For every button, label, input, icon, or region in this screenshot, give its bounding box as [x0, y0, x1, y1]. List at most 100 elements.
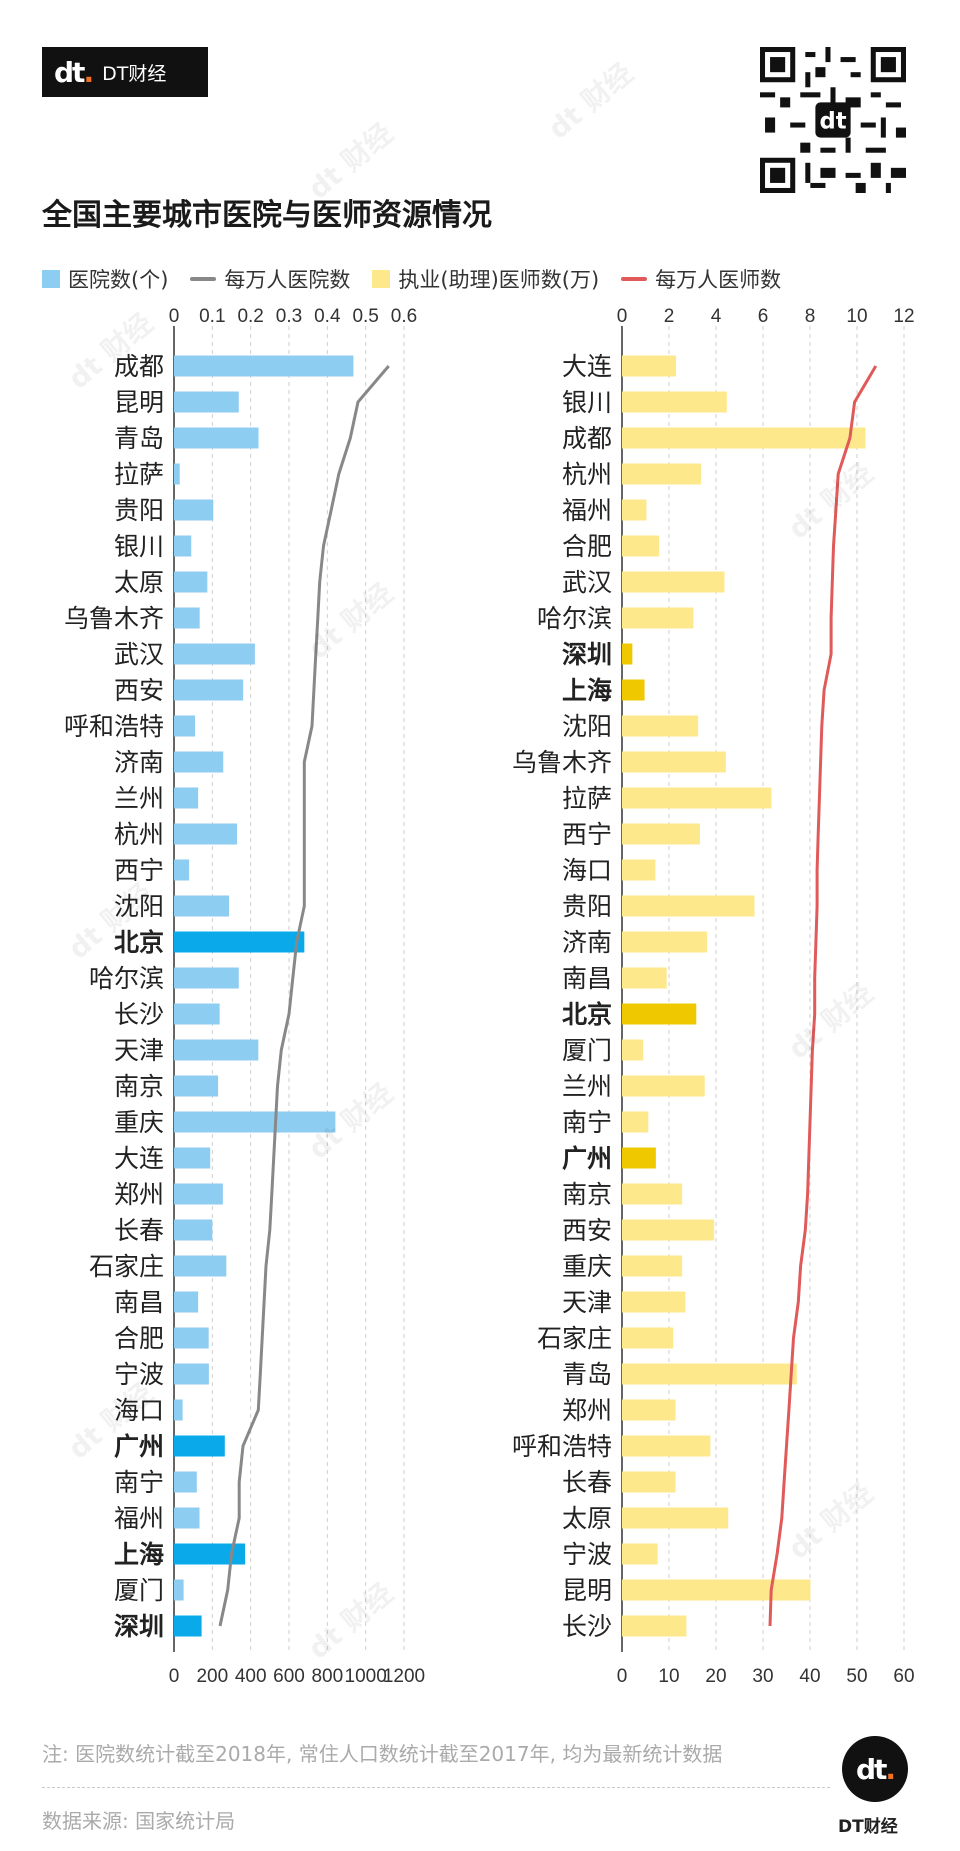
left-bottom-tick-label: 1200 — [383, 1666, 425, 1687]
left-category-label: 乌鲁木齐 — [64, 604, 164, 633]
left-category-label: 海口 — [114, 1396, 164, 1425]
left-category-label: 银川 — [114, 532, 164, 561]
left-bar — [174, 1147, 211, 1169]
legend-swatch-doctors — [372, 270, 391, 288]
right-category-label: 呼和浩特 — [512, 1432, 612, 1461]
left-category-label: 厦门 — [114, 1576, 164, 1605]
right-bottom-tick-label: 0 — [617, 1666, 628, 1687]
left-bar — [174, 1471, 197, 1493]
right-category-label: 海口 — [562, 856, 612, 885]
right-bar — [622, 1615, 687, 1637]
brand-badge-name: DT财经 — [838, 1817, 898, 1837]
left-category-label: 长春 — [114, 1216, 164, 1245]
qr-code-icon: dt — [760, 47, 906, 193]
right-bar — [622, 1219, 715, 1241]
right-category-label: 福州 — [562, 496, 612, 525]
left-bar — [174, 1111, 336, 1133]
left-bar — [174, 1327, 209, 1349]
left-category-label: 杭州 — [114, 820, 164, 849]
right-bar — [622, 1111, 649, 1133]
right-bar — [622, 679, 645, 701]
right-bar — [622, 571, 725, 593]
right-bottom-tick-label: 30 — [752, 1666, 773, 1687]
brand-badge-icon: dt. — [842, 1736, 908, 1802]
right-category-label: 杭州 — [562, 460, 612, 489]
right-top-tick-label: 12 — [893, 306, 914, 327]
right-top-tick-label: 8 — [805, 306, 816, 327]
left-bar — [174, 751, 224, 773]
left-bar — [174, 571, 208, 593]
right-bar — [622, 643, 633, 665]
right-bar — [622, 715, 699, 737]
right-category-label: 西安 — [562, 1216, 612, 1245]
right-category-label: 西宁 — [562, 820, 612, 849]
left-category-label: 福州 — [114, 1504, 164, 1533]
right-bar — [622, 499, 647, 521]
left-bar — [174, 1291, 199, 1313]
left-category-label: 郑州 — [114, 1180, 164, 1209]
left-bar — [174, 715, 196, 737]
left-category-label: 兰州 — [114, 784, 164, 813]
right-bar — [622, 1075, 705, 1097]
legend-swatch-hospitals-per-10k — [190, 277, 217, 281]
left-bar — [174, 463, 180, 485]
left-top-tick-label: 0.3 — [276, 306, 302, 327]
left-bar — [174, 1363, 209, 1385]
left-category-label: 成都 — [114, 352, 164, 381]
right-bottom-tick-label: 20 — [705, 1666, 726, 1687]
right-category-label: 宁波 — [562, 1540, 612, 1569]
right-bottom-tick-label: 10 — [658, 1666, 679, 1687]
right-bar — [622, 787, 772, 809]
right-bar — [622, 823, 701, 845]
left-top-tick-label: 0.5 — [352, 306, 378, 327]
left-bar — [174, 1075, 219, 1097]
left-bar — [174, 535, 192, 557]
left-category-label: 昆明 — [114, 388, 164, 417]
left-top-tick-label: 0.6 — [391, 306, 417, 327]
right-category-label: 武汉 — [562, 568, 612, 597]
right-category-label: 长沙 — [562, 1612, 612, 1641]
left-category-label: 广州 — [114, 1432, 164, 1461]
right-category-label: 乌鲁木齐 — [512, 748, 612, 777]
right-category-label: 沈阳 — [562, 712, 612, 741]
left-category-label: 太原 — [114, 568, 164, 597]
right-bar — [622, 1291, 686, 1313]
left-bar — [174, 679, 244, 701]
left-category-label: 合肥 — [114, 1324, 164, 1353]
right-category-label: 南昌 — [562, 964, 612, 993]
legend-label-doctors-per-10k: 每万人医师数 — [655, 268, 782, 292]
left-bar — [174, 1579, 184, 1601]
right-bottom-tick-label: 60 — [893, 1666, 914, 1687]
right-bar — [622, 859, 656, 881]
left-bar — [174, 499, 214, 521]
right-category-label: 上海 — [562, 676, 612, 705]
right-bar — [622, 355, 677, 377]
left-category-label: 拉萨 — [114, 460, 164, 489]
legend-item-hospitals-per-10k: 每万人医院数 — [190, 264, 350, 294]
left-category-label: 济南 — [114, 748, 164, 777]
left-bar — [174, 859, 190, 881]
left-top-tick-label: 0.1 — [199, 306, 225, 327]
divider — [42, 1787, 830, 1788]
right-category-label: 哈尔滨 — [537, 604, 612, 633]
right-category-label: 兰州 — [562, 1072, 612, 1101]
right-bar — [622, 463, 701, 485]
right-bar — [622, 1327, 674, 1349]
right-top-tick-label: 6 — [758, 306, 769, 327]
legend-label-hospitals: 医院数(个) — [68, 268, 169, 292]
left-bar — [174, 823, 238, 845]
brand-logo: dt. DT财经 — [42, 47, 208, 97]
left-bar — [174, 607, 200, 629]
left-bar — [174, 1003, 220, 1025]
left-category-label: 上海 — [114, 1540, 164, 1569]
left-bottom-tick-label: 1000 — [345, 1666, 387, 1687]
legend-swatch-hospitals — [42, 270, 60, 288]
right-bar — [622, 1255, 683, 1277]
left-category-label: 大连 — [114, 1144, 164, 1173]
legend-label-hospitals-per-10k: 每万人医院数 — [224, 268, 351, 292]
footnote: 注: 医院数统计截至2018年, 常住人口数统计截至2017年, 均为最新统计数… — [42, 1742, 723, 1766]
left-bar — [174, 967, 239, 989]
right-bar — [622, 1039, 644, 1061]
right-category-label: 郑州 — [562, 1396, 612, 1425]
right-category-label: 贵阳 — [562, 892, 612, 921]
